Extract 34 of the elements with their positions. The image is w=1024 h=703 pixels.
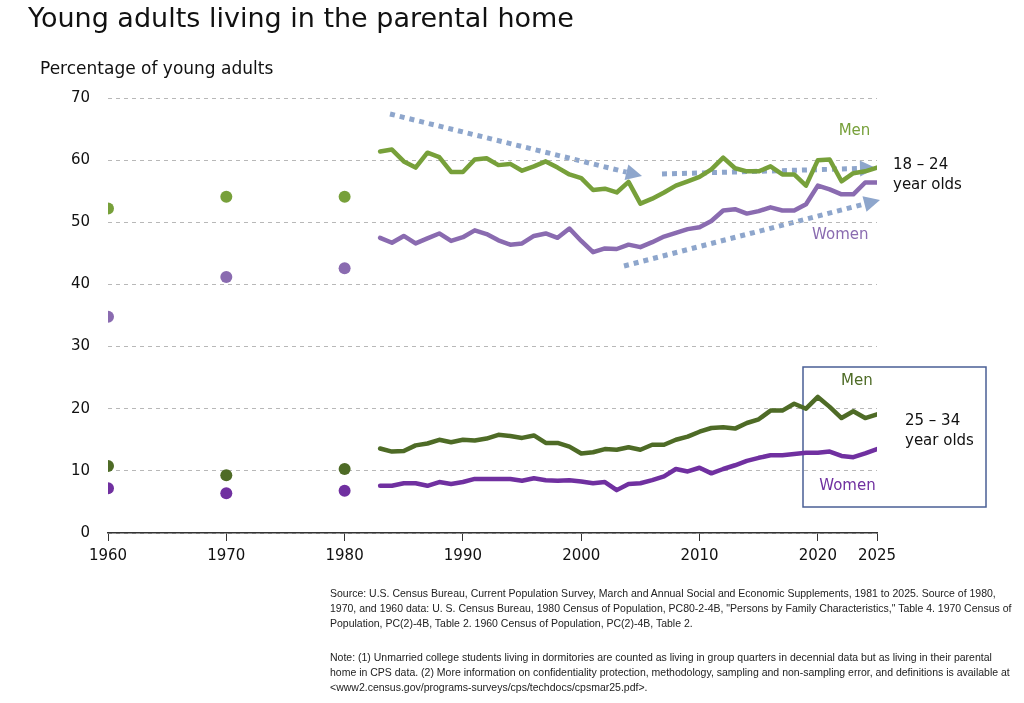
chart-title: Young adults living in the parental home xyxy=(28,2,574,33)
y-tick-label: 20 xyxy=(70,398,90,417)
y-tick-label: 10 xyxy=(70,460,90,479)
point xyxy=(220,270,233,283)
point xyxy=(338,190,351,203)
y-tick-label: 0 xyxy=(80,522,90,541)
y-tick-label: 40 xyxy=(70,274,90,293)
x-tick-label: 2000 xyxy=(562,545,601,564)
point xyxy=(220,190,233,203)
y-tick-label: 70 xyxy=(70,87,90,106)
point xyxy=(338,484,351,497)
x-tick-label: 1990 xyxy=(443,545,483,564)
y-axis-title: Percentage of young adults xyxy=(40,58,274,78)
x-tick-label: 1970 xyxy=(207,545,246,564)
x-tick-label: 1980 xyxy=(325,545,364,564)
series-label: Men xyxy=(838,121,871,140)
x-tick-label: 1960 xyxy=(88,545,128,564)
point xyxy=(220,487,233,500)
y-tick-label: 60 xyxy=(70,150,90,169)
x-tick-label: 2025 xyxy=(857,545,897,564)
y-tick-label: 30 xyxy=(70,336,90,355)
series-label: Women xyxy=(812,225,869,244)
point xyxy=(338,262,351,275)
point xyxy=(220,469,233,482)
x-tick-label: 2010 xyxy=(680,545,719,564)
text: 18 – 24 year olds xyxy=(893,154,963,194)
source-note: Source: U.S. Census Bureau, Current Population Survey, March and Annual Social and Economic Supplements, 1981 to 2025. Source of 1980, 1970, and 1960 data: U. S. Census Bureau, 1980 Census of Population, PC80-2-4B, "Persons by Family Characteristics," Table 4. 1970 Census of Population, PC(2)-4B, Table 2. 1960 Census of Population, PC(2)-4B, Table 2. xyxy=(330,586,1013,631)
series-label: Men xyxy=(841,371,873,390)
x-tick-label: 2020 xyxy=(798,545,837,564)
text: 25 – 34 year olds xyxy=(905,410,975,450)
text: Note: (1) Unmarried college students living in dormitories are counted as living in group quarters in decennial data but as living in their parental home in CPS data. (2) More information on confidentiality protection, methodology, sampling and non-sampling error, and definitions is available at <www2.census.gov/programs-surveys/cps/techdocs/cpsmar25.pdf>. xyxy=(330,650,1011,695)
series-label: Women xyxy=(819,476,876,495)
point xyxy=(338,462,351,475)
y-tick-label: 50 xyxy=(70,212,90,231)
